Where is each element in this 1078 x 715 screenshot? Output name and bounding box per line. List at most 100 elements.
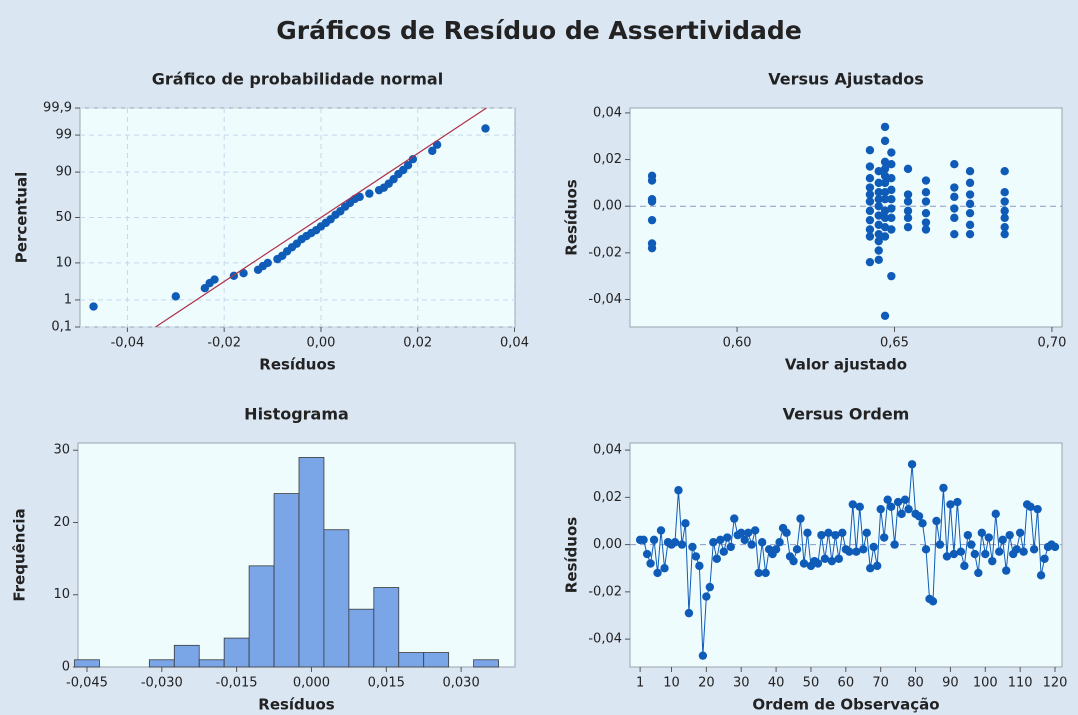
data-point xyxy=(1002,566,1011,575)
data-point xyxy=(403,161,413,170)
data-point xyxy=(921,545,931,554)
histogram-bar xyxy=(248,565,275,668)
data-point xyxy=(681,519,690,528)
x-tick-label: -0,02 xyxy=(207,336,241,351)
x-tick-label: 0,00 xyxy=(306,336,335,351)
data-point xyxy=(365,189,374,198)
data-point xyxy=(866,564,875,573)
fit-line xyxy=(155,107,487,328)
data-point xyxy=(845,547,854,556)
x-axis-label: Valor ajustado xyxy=(785,356,907,374)
data-point xyxy=(1026,502,1035,511)
main-title: Gráficos de Resíduo de Assertividade xyxy=(276,16,802,45)
panel-title: Histograma xyxy=(244,405,349,424)
data-point xyxy=(1036,571,1046,580)
data-point xyxy=(965,208,975,218)
data-point xyxy=(914,512,924,521)
data-point xyxy=(887,225,896,234)
data-point xyxy=(712,554,722,563)
y-axis-label: Frequência xyxy=(11,508,29,601)
histogram-bar xyxy=(74,659,100,668)
histogram-bar xyxy=(198,659,225,668)
data-point xyxy=(876,504,885,514)
data-point xyxy=(820,554,830,563)
y-tick-label: 0,04 xyxy=(593,105,622,120)
data-point xyxy=(1000,197,1009,206)
data-point xyxy=(723,533,732,542)
data-point xyxy=(887,174,896,183)
data-point xyxy=(887,194,896,204)
x-tick-label: 60 xyxy=(838,676,855,691)
data-point xyxy=(1015,528,1025,537)
data-point xyxy=(865,190,875,199)
data-point xyxy=(796,514,805,523)
x-tick-label: 0,04 xyxy=(500,336,529,351)
x-tick-label: 0,60 xyxy=(723,336,752,351)
data-point xyxy=(799,559,809,568)
data-point xyxy=(874,246,883,255)
plot-area xyxy=(629,107,1063,328)
data-point xyxy=(1033,504,1042,514)
data-point xyxy=(918,519,927,528)
x-tick-label: 0,030 xyxy=(443,676,480,691)
x-tick-label: 10 xyxy=(663,676,680,691)
data-point xyxy=(879,533,889,542)
data-point xyxy=(880,213,890,223)
x-tick-label: -0,015 xyxy=(216,676,258,691)
y-tick-label: 0,00 xyxy=(593,199,622,214)
data-point xyxy=(880,178,890,188)
data-point xyxy=(1000,187,1009,197)
data-point xyxy=(880,194,890,204)
data-point xyxy=(865,174,875,183)
data-point xyxy=(887,204,896,213)
data-point xyxy=(660,564,669,573)
data-point xyxy=(883,495,892,504)
data-point xyxy=(865,257,875,267)
data-point xyxy=(921,208,931,218)
data-point xyxy=(921,176,931,185)
data-point xyxy=(709,538,718,547)
data-point xyxy=(792,545,802,554)
data-point xyxy=(757,538,767,547)
data-point xyxy=(886,502,896,511)
panel-title: Versus Ordem xyxy=(783,405,910,424)
data-point xyxy=(903,164,913,174)
x-tick-label: 0,65 xyxy=(880,336,909,351)
data-point xyxy=(171,292,181,301)
data-point xyxy=(817,530,826,540)
data-point xyxy=(965,229,975,239)
y-tick-label: 50 xyxy=(55,210,72,225)
data-point xyxy=(855,502,864,511)
data-point xyxy=(874,220,883,230)
data-point xyxy=(874,229,883,239)
x-tick-label: -0,04 xyxy=(111,336,145,351)
data-point xyxy=(865,146,875,155)
x-tick-label: 30 xyxy=(733,676,750,691)
data-point xyxy=(719,547,728,556)
data-point xyxy=(862,528,871,537)
y-tick-label: 1 xyxy=(64,292,72,307)
data-point xyxy=(1040,554,1049,563)
data-point xyxy=(887,213,896,223)
data-point xyxy=(981,549,990,559)
x-tick-label: 70 xyxy=(872,676,889,691)
data-point xyxy=(900,495,910,504)
data-point xyxy=(865,162,875,171)
data-point xyxy=(831,530,840,540)
data-point xyxy=(935,540,945,549)
x-tick-label: -0,030 xyxy=(141,676,183,691)
data-point xyxy=(1000,206,1009,216)
y-tick-label: 99 xyxy=(55,128,72,143)
data-point xyxy=(949,549,959,559)
data-point xyxy=(1005,530,1014,540)
data-point xyxy=(210,275,219,284)
y-axis-label: Resíduos xyxy=(563,179,581,256)
data-point xyxy=(782,528,791,537)
data-point xyxy=(653,568,662,578)
data-point xyxy=(977,528,987,537)
data-point xyxy=(834,554,844,563)
data-point xyxy=(684,608,694,618)
data-point xyxy=(956,547,966,556)
data-point xyxy=(874,194,883,204)
